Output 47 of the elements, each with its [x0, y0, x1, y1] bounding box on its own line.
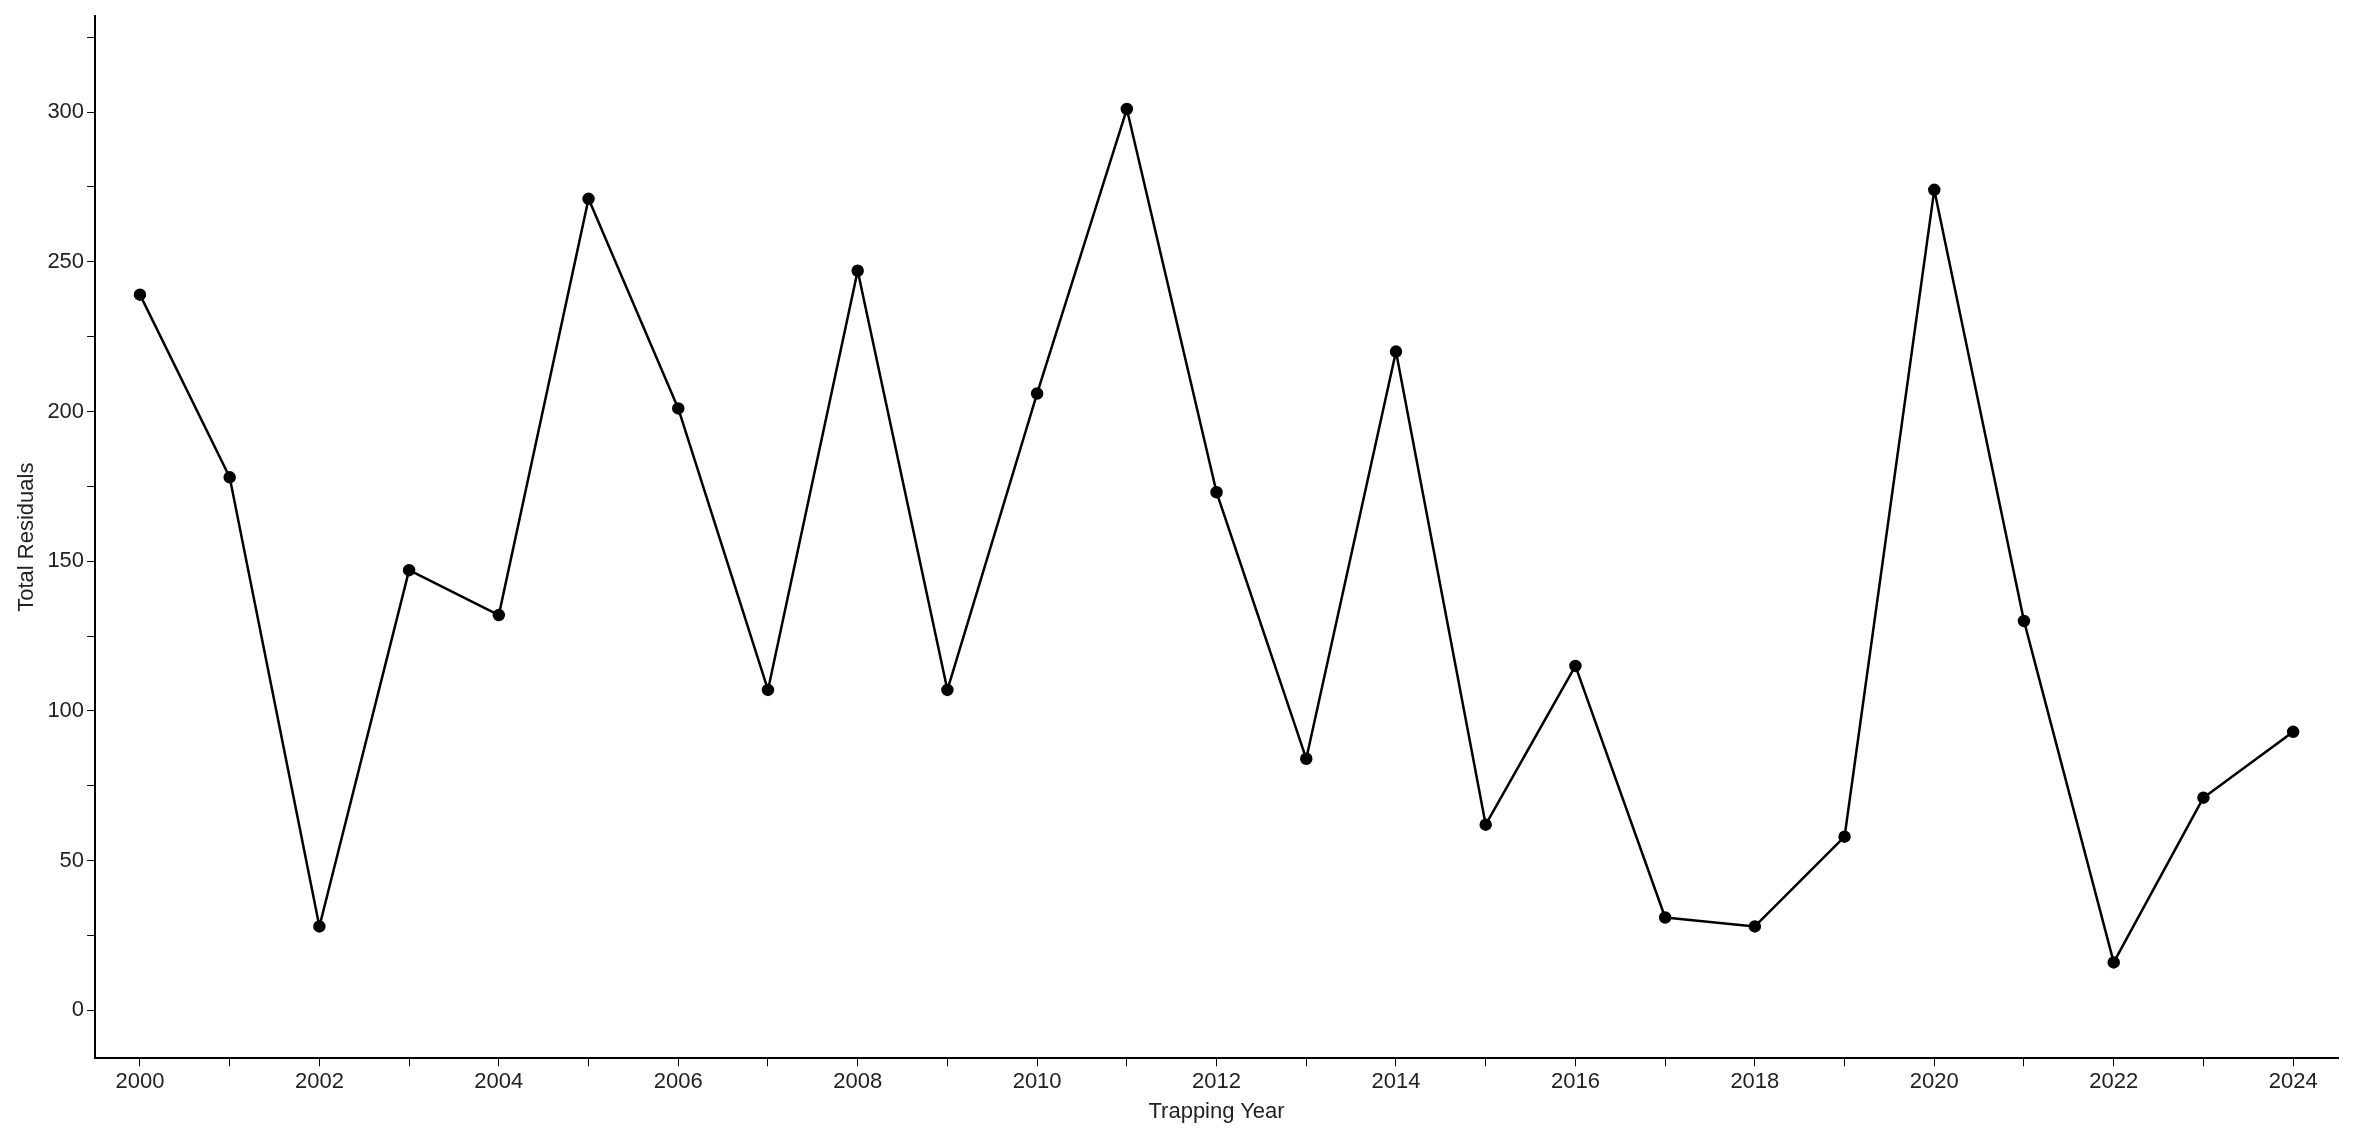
x-axis-title: Trapping Year [1148, 1097, 1285, 1123]
y-tick-label: 0 [71, 996, 85, 1022]
x-tick-label: 2014 [1371, 1068, 1421, 1094]
point [1479, 818, 1492, 831]
point [1658, 911, 1672, 924]
x-tick-label: 2010 [1012, 1068, 1062, 1094]
y-tick-label: 100 [47, 696, 85, 722]
point [133, 288, 147, 301]
point [1030, 387, 1044, 400]
point [582, 192, 595, 206]
point [2017, 614, 2031, 628]
x-tick-label: 2022 [2089, 1068, 2139, 1094]
x-tick-label: 2006 [653, 1068, 703, 1094]
x-tick-label: 2024 [2268, 1068, 2318, 1094]
x-tick-label: 2002 [294, 1068, 344, 1094]
point [1210, 486, 1223, 499]
y-tick-label: 200 [47, 397, 85, 423]
y-tick-label: 250 [47, 247, 85, 273]
y-tick-label: 150 [47, 547, 85, 573]
point [672, 402, 685, 415]
point [1300, 752, 1313, 766]
point [2107, 956, 2120, 969]
point [492, 608, 506, 622]
x-tick-label: 2020 [1909, 1068, 1959, 1094]
x-tick-label: 2018 [1730, 1068, 1780, 1094]
point [1748, 920, 1762, 933]
point [1838, 830, 1851, 843]
point [223, 471, 236, 484]
point [313, 920, 326, 933]
y-tick-label: 50 [59, 846, 85, 872]
point [2197, 791, 2210, 804]
point [1389, 345, 1403, 358]
point [1928, 183, 1941, 197]
point [1569, 659, 1582, 673]
x-tick-label: 2000 [115, 1068, 165, 1094]
point [851, 264, 864, 277]
y-axis-title: Total Residuals [13, 462, 39, 612]
x-tick-label: 2004 [474, 1068, 524, 1094]
point [2286, 725, 2300, 739]
point [941, 683, 954, 697]
y-tick-label: 300 [47, 98, 85, 124]
point [402, 563, 416, 577]
x-tick-label: 2008 [833, 1068, 883, 1094]
x-tick-label: 2012 [1192, 1068, 1242, 1094]
x-tick-label: 2016 [1550, 1068, 1600, 1094]
point [761, 683, 775, 697]
point [1120, 102, 1134, 116]
